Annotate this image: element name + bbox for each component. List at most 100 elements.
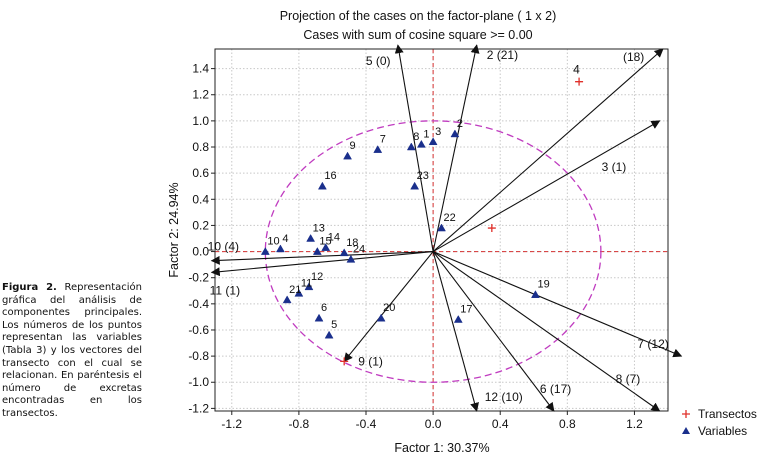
caption-label: Figura 2. <box>2 282 57 293</box>
transecto-point <box>575 77 584 86</box>
vector-arrow <box>432 251 683 358</box>
vector-label: 8 (7) <box>616 372 641 386</box>
variable-point-label: 1 <box>423 128 429 140</box>
variable-point <box>339 248 349 257</box>
y-tick-label: 0.6 <box>192 166 209 180</box>
vector-label: 12 (10) <box>485 390 523 404</box>
legend-label: Variables <box>698 424 747 438</box>
variable-point-label: 13 <box>313 222 325 234</box>
vector-arrow <box>210 251 434 277</box>
y-tick-label: -1.0 <box>188 375 209 389</box>
variable-point <box>416 139 426 148</box>
y-tick-label: 0.0 <box>192 245 209 259</box>
transecto-point-label: 4 <box>573 63 580 77</box>
x-tick-label: -0.4 <box>356 417 377 431</box>
y-tick-label: 1.0 <box>192 114 209 128</box>
variable-point <box>317 181 327 190</box>
vector-arrow <box>210 251 434 265</box>
unit-circle <box>264 120 602 383</box>
legend-label: Transectos <box>698 407 757 421</box>
variable-point-label: 19 <box>537 279 549 291</box>
variable-point <box>260 247 270 255</box>
vector-label: (18) <box>623 50 644 64</box>
variable-point-label: 20 <box>383 302 395 314</box>
variable-point-label: 3 <box>435 126 441 138</box>
variable-point <box>304 282 314 291</box>
vector-arrow <box>432 251 555 412</box>
variable-point <box>410 181 420 190</box>
x-tick-label: 0.8 <box>559 417 576 431</box>
variable-point <box>406 142 416 151</box>
x-tick-label: 1.2 <box>626 417 643 431</box>
variable-point <box>531 290 540 298</box>
variable-point <box>373 145 383 153</box>
vector-label: 3 (1) <box>602 160 627 174</box>
variable-point-label: 10 <box>267 236 279 248</box>
chart-title: Projection of the cases on the factor-pl… <box>280 9 557 23</box>
variable-point <box>324 330 334 339</box>
variable-point-label: 23 <box>417 170 429 182</box>
variable-point-label: 11 <box>301 277 312 289</box>
vector-arrow <box>432 251 479 412</box>
x-axis-label: Factor 1: 30.37% <box>394 441 489 455</box>
variable-point <box>450 129 460 138</box>
variable-point-label: 4 <box>282 233 288 245</box>
caption-text: Representación gráfica del análisis de c… <box>2 282 142 419</box>
variable-point <box>306 233 316 242</box>
variable-point <box>376 313 386 322</box>
y-axis-label: Factor 2: 24.94% <box>167 182 181 277</box>
variable-point <box>276 244 285 253</box>
variable-point <box>437 223 446 232</box>
y-tick-label: 0.2 <box>192 218 209 232</box>
y-tick-label: 1.4 <box>192 62 209 76</box>
legend-marker-triangle <box>682 427 690 434</box>
variable-point-label: 5 <box>331 319 337 331</box>
variable-point-label: 6 <box>321 302 327 314</box>
x-tick-label: 0.0 <box>425 417 442 431</box>
y-tick-label: -1.2 <box>188 401 209 415</box>
x-tick-label: -0.8 <box>289 417 310 431</box>
legend-marker-plus <box>682 410 690 418</box>
vector-label: 9 (1) <box>358 354 383 368</box>
variable-point-label: 2 <box>457 118 463 130</box>
transecto-point <box>340 357 349 366</box>
vector-label: 11 (1) <box>210 283 240 297</box>
figure-caption: Figura 2. Representación gráfica del aná… <box>2 282 142 421</box>
variable-point <box>453 315 463 323</box>
vector-label: 6 (17) <box>540 382 571 396</box>
variable-point-label: 9 <box>350 140 356 152</box>
y-tick-label: -0.8 <box>188 349 209 363</box>
variable-point-label: 7 <box>380 134 386 146</box>
vector-arrow <box>432 120 661 253</box>
y-tick-label: -0.6 <box>188 323 209 337</box>
vector-label: 7 (12) <box>637 337 668 351</box>
chart-subtitle: Cases with sum of cosine square >= 0.00 <box>303 28 532 42</box>
x-tick-label: 0.4 <box>492 417 509 431</box>
variable-point <box>346 254 356 263</box>
y-tick-label: 0.4 <box>192 192 209 206</box>
vector-label: 2 (21) <box>487 48 518 62</box>
y-tick-label: -0.4 <box>188 297 209 311</box>
vector-label: 5 (0) <box>366 54 391 68</box>
variable-point <box>321 243 331 251</box>
variable-point-label: 15 <box>319 236 331 248</box>
variable-point <box>428 137 438 146</box>
vector-label: 10 (4) <box>208 240 239 254</box>
plot-frame <box>214 48 669 412</box>
variable-point <box>343 151 352 160</box>
variable-point-label: 21 <box>289 284 301 296</box>
vector-arrow <box>432 251 661 412</box>
vector-arrow <box>394 44 434 252</box>
x-tick-label: -1.2 <box>221 417 242 431</box>
variable-point-label: 24 <box>353 243 365 255</box>
variable-point <box>312 247 322 255</box>
vector-arrow <box>343 251 434 363</box>
variable-point <box>314 313 324 322</box>
vector-arrow <box>432 48 664 252</box>
y-tick-label: -0.2 <box>188 271 209 285</box>
variable-point-label: 14 <box>328 232 340 244</box>
y-tick-label: 1.2 <box>192 88 209 102</box>
variable-point <box>282 295 292 304</box>
variable-point-label: 12 <box>311 271 323 283</box>
